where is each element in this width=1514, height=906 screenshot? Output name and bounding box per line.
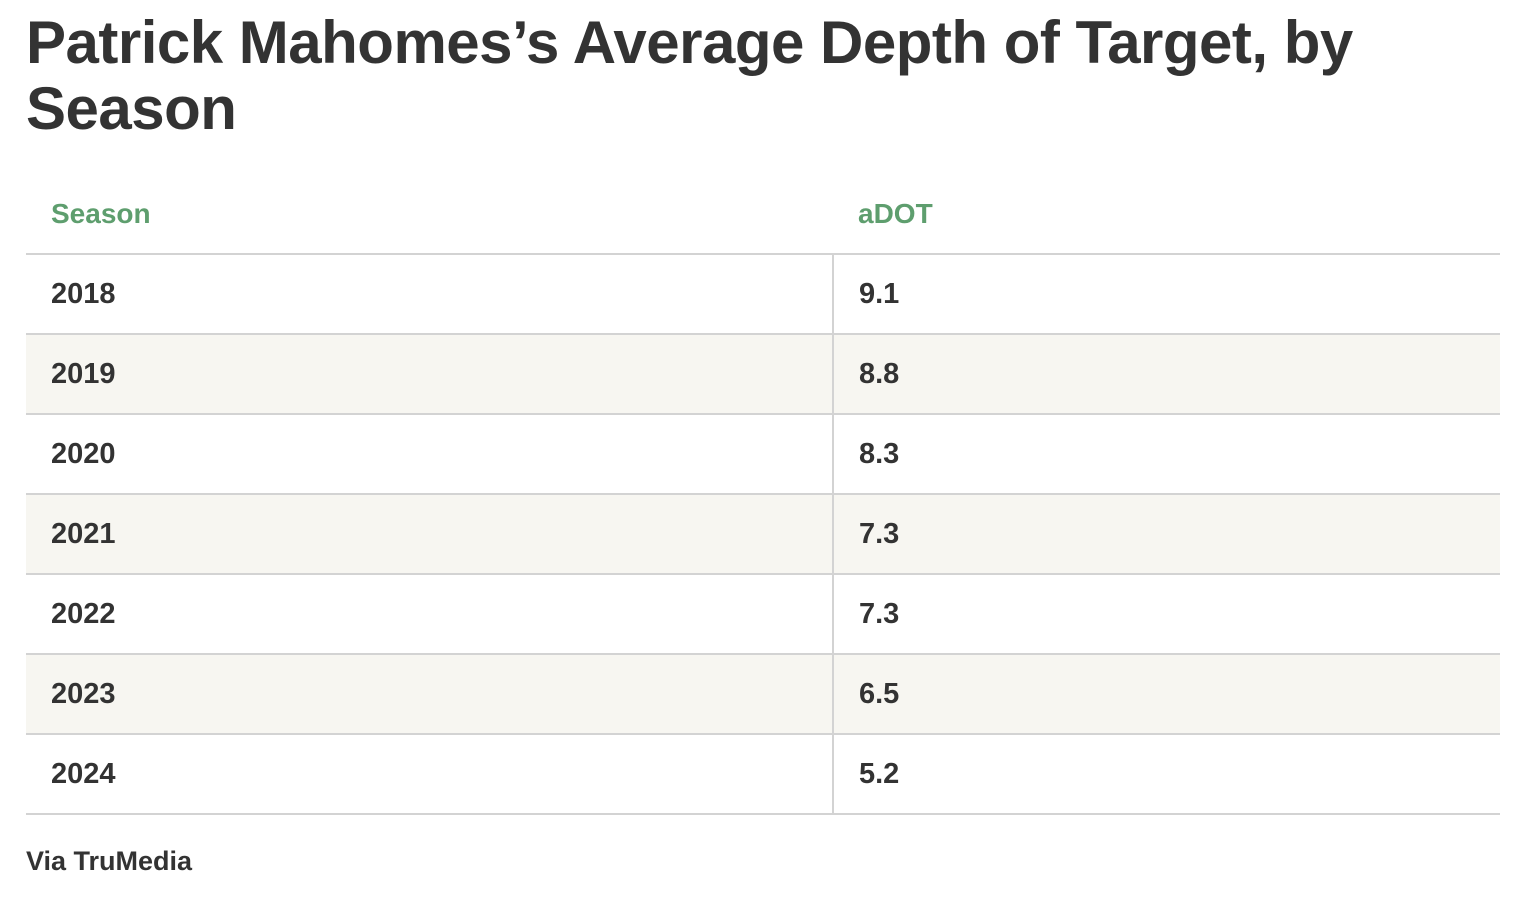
table-header: Season aDOT [26, 174, 1500, 255]
column-header-season: Season [26, 174, 833, 255]
data-table-container: Season aDOT 2018 9.1 2019 8.8 2020 8.3 2021 7.3… [26, 174, 1500, 815]
adot-cell: 8.8 [833, 334, 1500, 415]
source-note: Via TruMedia [26, 846, 193, 876]
table-body: 2018 9.1 2019 8.8 2020 8.3 2021 7.3 2022 7.3 2023 6… [26, 254, 1500, 815]
table-row: 2024 5.2 [26, 734, 1500, 815]
data-table: Season aDOT 2018 9.1 2019 8.8 2020 8.3 2021 7.3… [26, 174, 1500, 815]
adot-cell: 8.3 [833, 414, 1500, 495]
adot-cell: 7.3 [833, 494, 1500, 575]
season-cell: 2020 [26, 414, 834, 495]
season-cell: 2023 [26, 654, 834, 735]
header-row: Season aDOT [26, 174, 1500, 255]
table-row: 2018 9.1 [26, 254, 1500, 335]
chart-title: Patrick Mahomes’s Average Depth of Targe… [26, 9, 1353, 142]
season-cell: 2018 [26, 254, 834, 335]
table-row: 2019 8.8 [26, 334, 1500, 415]
season-cell: 2021 [26, 494, 834, 575]
adot-cell: 9.1 [833, 254, 1500, 335]
adot-cell: 7.3 [833, 574, 1500, 655]
table-row: 2022 7.3 [26, 574, 1500, 655]
table-row: 2020 8.3 [26, 414, 1500, 495]
adot-cell: 6.5 [833, 654, 1500, 735]
season-cell: 2019 [26, 334, 834, 415]
table-row: 2021 7.3 [26, 494, 1500, 575]
season-cell: 2022 [26, 574, 834, 655]
season-cell: 2024 [26, 734, 834, 815]
adot-cell: 5.2 [833, 734, 1500, 815]
column-header-adot: aDOT [833, 174, 1500, 255]
table-row: 2023 6.5 [26, 654, 1500, 735]
